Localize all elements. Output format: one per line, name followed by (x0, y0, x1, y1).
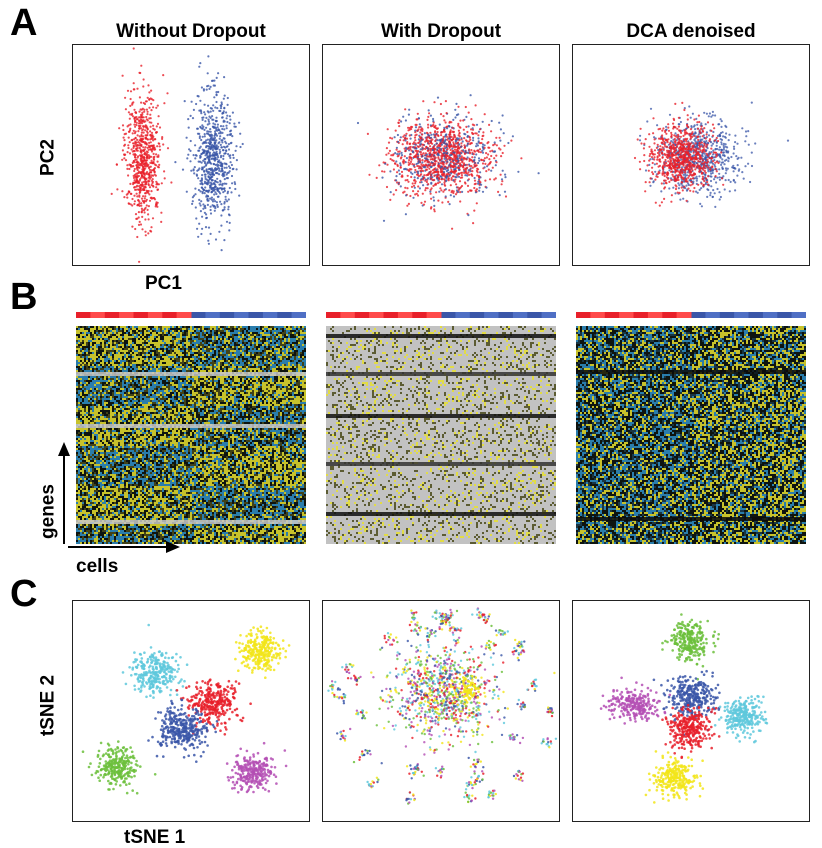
mini-cluster (366, 776, 380, 789)
mini-cluster (448, 626, 463, 636)
cluster-magenta (225, 741, 288, 794)
cluster-blue (652, 669, 721, 737)
mini-cluster (327, 680, 342, 695)
column-title-dca-denoised: DCA denoised (572, 22, 810, 41)
cells-axis-label: cells (76, 557, 118, 576)
heatmap-without-dropout (76, 312, 306, 544)
tsne2-axis-label: tSNE 2 (38, 670, 59, 742)
mini-cluster (546, 706, 554, 718)
tsne-scatter-without-dropout (81, 623, 291, 795)
cluster-mixed (356, 94, 540, 230)
pca-plot-dca-denoised (572, 44, 810, 266)
heatmap-dca-denoised (576, 312, 806, 544)
heatmap-canvas-with-dropout (326, 312, 556, 544)
cluster-magenta (599, 676, 672, 725)
tsne-plot-with-dropout (322, 600, 560, 822)
panel-letter-a: A (10, 4, 37, 42)
tsne-plot-dca-denoised (572, 600, 810, 822)
mini-cluster (464, 776, 477, 791)
mini-cluster (355, 709, 367, 720)
cluster-red (633, 101, 725, 207)
mini-cluster (513, 638, 526, 650)
cluster-cyan (121, 623, 189, 699)
panel-letter-c: C (10, 575, 37, 613)
mini-cluster (494, 629, 509, 637)
cluster-yellow-core (462, 675, 480, 704)
pc1-axis-label: PC1 (145, 274, 182, 293)
cluster-blue (147, 698, 219, 763)
panel-letter-b: B (10, 278, 37, 316)
mini-cluster (516, 698, 527, 709)
cluster-blue (174, 55, 244, 252)
mini-cluster (333, 693, 347, 705)
cluster-cyan (713, 694, 769, 744)
axis-arrows (58, 442, 180, 553)
mini-cluster (471, 607, 487, 619)
column-title-with-dropout: With Dropout (322, 22, 560, 41)
cluster-yellow (644, 750, 705, 804)
pca-plot-without-dropout (72, 44, 310, 266)
cluster-red (661, 703, 721, 759)
mini-cluster (352, 749, 372, 764)
cluster-mixed-center (365, 627, 556, 765)
tsne1-axis-label: tSNE 1 (124, 828, 185, 847)
pca-scatter-dca-denoised (633, 101, 790, 208)
cluster-green (81, 740, 157, 795)
heatmap-canvas-without-dropout (76, 312, 306, 544)
mini-cluster (408, 609, 418, 627)
mini-cluster (346, 674, 362, 686)
mini-cluster (405, 764, 425, 780)
pc2-axis-label: PC2 (38, 138, 59, 178)
mini-cluster (512, 769, 525, 782)
mini-cluster (511, 649, 526, 662)
mini-cluster (508, 733, 525, 745)
mini-cluster (431, 609, 446, 620)
cluster-blue (638, 101, 790, 208)
mini-cluster (341, 663, 355, 675)
mini-cluster (405, 791, 416, 805)
pca-plot-with-dropout (322, 44, 560, 266)
tsne-scatter-dca-denoised (599, 613, 769, 804)
genes-arrow-head (58, 442, 70, 456)
genes-axis-label: genes (38, 484, 59, 540)
mini-cluster (463, 791, 477, 804)
mini-cluster (424, 627, 437, 642)
tsne-plot-without-dropout (72, 600, 310, 822)
mini-cluster (336, 727, 352, 742)
mini-cluster (540, 737, 558, 749)
heatmap-canvas-dca-denoised (576, 312, 806, 544)
pca-scatter-without-dropout (110, 47, 244, 263)
pca-scatter-with-dropout (356, 94, 540, 230)
mini-cluster (478, 613, 493, 628)
mini-cluster (410, 621, 423, 636)
mini-cluster (434, 765, 445, 779)
mini-cluster (383, 632, 399, 646)
mini-cluster (438, 614, 451, 631)
mini-cluster (480, 639, 497, 651)
mini-cluster (487, 789, 497, 800)
mini-cluster (467, 756, 485, 769)
cluster-yellow (234, 625, 291, 679)
tsne-scatter-with-dropout (327, 607, 558, 805)
mini-cluster (526, 678, 538, 692)
cluster-red (175, 678, 252, 736)
heatmap-with-dropout (326, 312, 556, 544)
cells-arrow-head (166, 541, 180, 553)
cluster-green (661, 613, 720, 681)
cluster-red (110, 47, 173, 263)
mini-cluster (473, 770, 485, 784)
column-title-without-dropout: Without Dropout (72, 22, 310, 41)
